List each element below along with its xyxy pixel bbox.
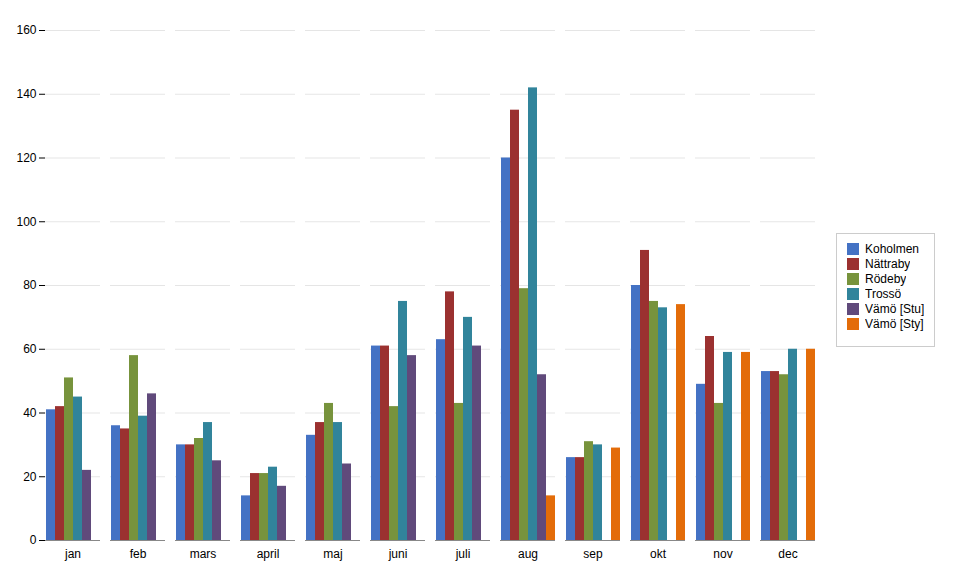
svg-text:80: 80 [23, 278, 37, 292]
html-text:Vämö [Stu]: Vämö [Stu] [865, 302, 925, 316]
svg-text:juni: juni [388, 547, 408, 561]
svg-text:140: 140 [16, 87, 36, 101]
svg-text:sep: sep [583, 547, 603, 561]
svg-text:okt: okt [650, 547, 667, 561]
svg-text:100: 100 [16, 215, 36, 229]
svg-text:aug: aug [518, 547, 538, 561]
svg-text:120: 120 [16, 151, 36, 165]
svg-text:dec: dec [778, 547, 797, 561]
svg-text:nov: nov [713, 547, 732, 561]
svg-text:20: 20 [23, 470, 37, 484]
svg-text:jan: jan [64, 547, 81, 561]
html-text:Trossö: Trossö [865, 287, 902, 301]
svg-text:40: 40 [23, 406, 37, 420]
svg-text:mars: mars [190, 547, 217, 561]
svg-text:maj: maj [323, 547, 342, 561]
html-text:Rödeby: Rödeby [865, 272, 907, 286]
svg-text:juli: juli [455, 547, 471, 561]
html-text:Koholmen: Koholmen [865, 242, 919, 256]
svg-text:0: 0 [30, 533, 37, 547]
html-text:Vämö [Sty]: Vämö [Sty] [865, 317, 924, 331]
html-text:Nättraby: Nättraby [865, 257, 911, 271]
svg-text:feb: feb [130, 547, 147, 561]
svg-text:april: april [257, 547, 280, 561]
svg-text:60: 60 [23, 342, 37, 356]
svg-text:160: 160 [16, 23, 36, 37]
